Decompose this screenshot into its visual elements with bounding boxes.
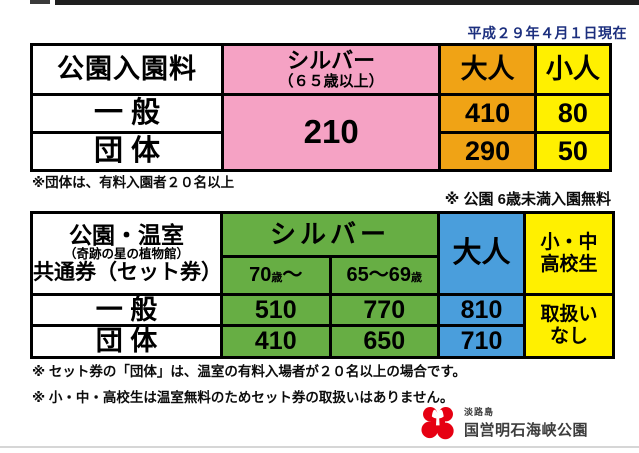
- park-silver-age-note: （６５歳以上）: [278, 73, 384, 91]
- park-row-group-label: 団 体: [30, 131, 224, 172]
- set-student-not-available: 取扱い なし: [523, 293, 615, 359]
- set-table-title: 公園・温室 （奇跡の星の植物館） 共通券（セット券）: [30, 211, 223, 296]
- set-student-header-line2: 高校生: [540, 253, 598, 275]
- set-title-line3: 共通券（セット券）: [33, 261, 222, 285]
- set-silver70-tilde: ～: [282, 264, 303, 286]
- park-logo-text: 淡路島 国営明石海峡公園: [464, 403, 588, 440]
- set-group-silver70-price: 410: [220, 324, 332, 359]
- set-ticket-table: 公園・温室 （奇跡の星の植物館） 共通券（セット券） シルバー 大人 小・中 高…: [30, 211, 615, 359]
- set-silver-header: シルバー: [220, 211, 440, 258]
- park-child-header: 小人: [533, 43, 613, 96]
- set-title-line1: 公園・温室: [69, 221, 184, 248]
- park-general-child-price: 80: [533, 93, 613, 134]
- set-general-silver70-price: 510: [220, 292, 332, 328]
- set-title-line2: （奇跡の星の植物館）: [63, 246, 189, 261]
- set-row-group-label: 団 体: [30, 324, 223, 359]
- scan-artifact-top-left: [30, 0, 50, 4]
- set-row-general-label: 一 般: [30, 292, 223, 328]
- park-silver-label: シルバー: [287, 48, 376, 74]
- set-general-silver65-price: 770: [328, 292, 440, 328]
- park-table-title: 公園入園料: [30, 43, 224, 96]
- park-free-note: ※ 公園 6歳未満入園無料: [444, 191, 611, 208]
- set-silver70-header: 70歳～: [220, 255, 332, 296]
- set-silver65-main: 65～69: [346, 264, 412, 286]
- park-logo-flower-icon: [421, 407, 454, 440]
- park-group-adult-price: 290: [438, 131, 537, 172]
- park-silver-header: シルバー （６５歳以上）: [220, 43, 442, 96]
- park-adult-header: 大人: [438, 43, 537, 96]
- park-group-child-price: 50: [533, 131, 613, 172]
- set-student-header-line1: 小・中: [540, 232, 598, 254]
- set-silver65-suffix: 歳: [411, 272, 422, 284]
- scan-artifact-top: [55, 0, 639, 5]
- set-group-note: ※ セット券の「団体」は、温室の有料入場者が２０名以上の場合です。: [32, 364, 467, 379]
- park-admission-table: 公園入園料 シルバー （６５歳以上） 大人 小人 一 般 210 410 80 …: [30, 43, 613, 172]
- set-silver65-header: 65～69歳: [328, 255, 440, 296]
- park-group-note: ※団体は、有料入園者２０名以上: [32, 175, 235, 190]
- set-student-na-line2: なし: [549, 325, 588, 347]
- effective-date-note: 平成２９年４月１日現在: [467, 25, 627, 41]
- set-silver70-suffix: 歳: [271, 272, 283, 284]
- set-silver70-main: 70: [249, 264, 272, 286]
- set-group-silver65-price: 650: [328, 324, 440, 359]
- park-row-general-label: 一 般: [30, 93, 224, 134]
- set-student-na-line1: 取扱い: [540, 304, 598, 325]
- set-adult-header: 大人: [437, 211, 526, 296]
- set-student-note: ※ 小・中・高校生は温室無料のためセット券の取扱いはありません。: [32, 390, 454, 405]
- scan-artifact-bottom: [0, 446, 639, 448]
- park-logo: 淡路島 国営明石海峡公園: [420, 403, 588, 441]
- park-general-adult-price: 410: [438, 93, 537, 134]
- set-group-adult-price: 710: [437, 324, 526, 359]
- set-general-adult-price: 810: [437, 292, 526, 328]
- logo-park-name: 国営明石海峡公園: [464, 422, 589, 439]
- logo-region-label: 淡路島: [464, 407, 495, 417]
- park-silver-price: 210: [220, 93, 442, 172]
- set-student-header: 小・中 高校生: [523, 211, 615, 296]
